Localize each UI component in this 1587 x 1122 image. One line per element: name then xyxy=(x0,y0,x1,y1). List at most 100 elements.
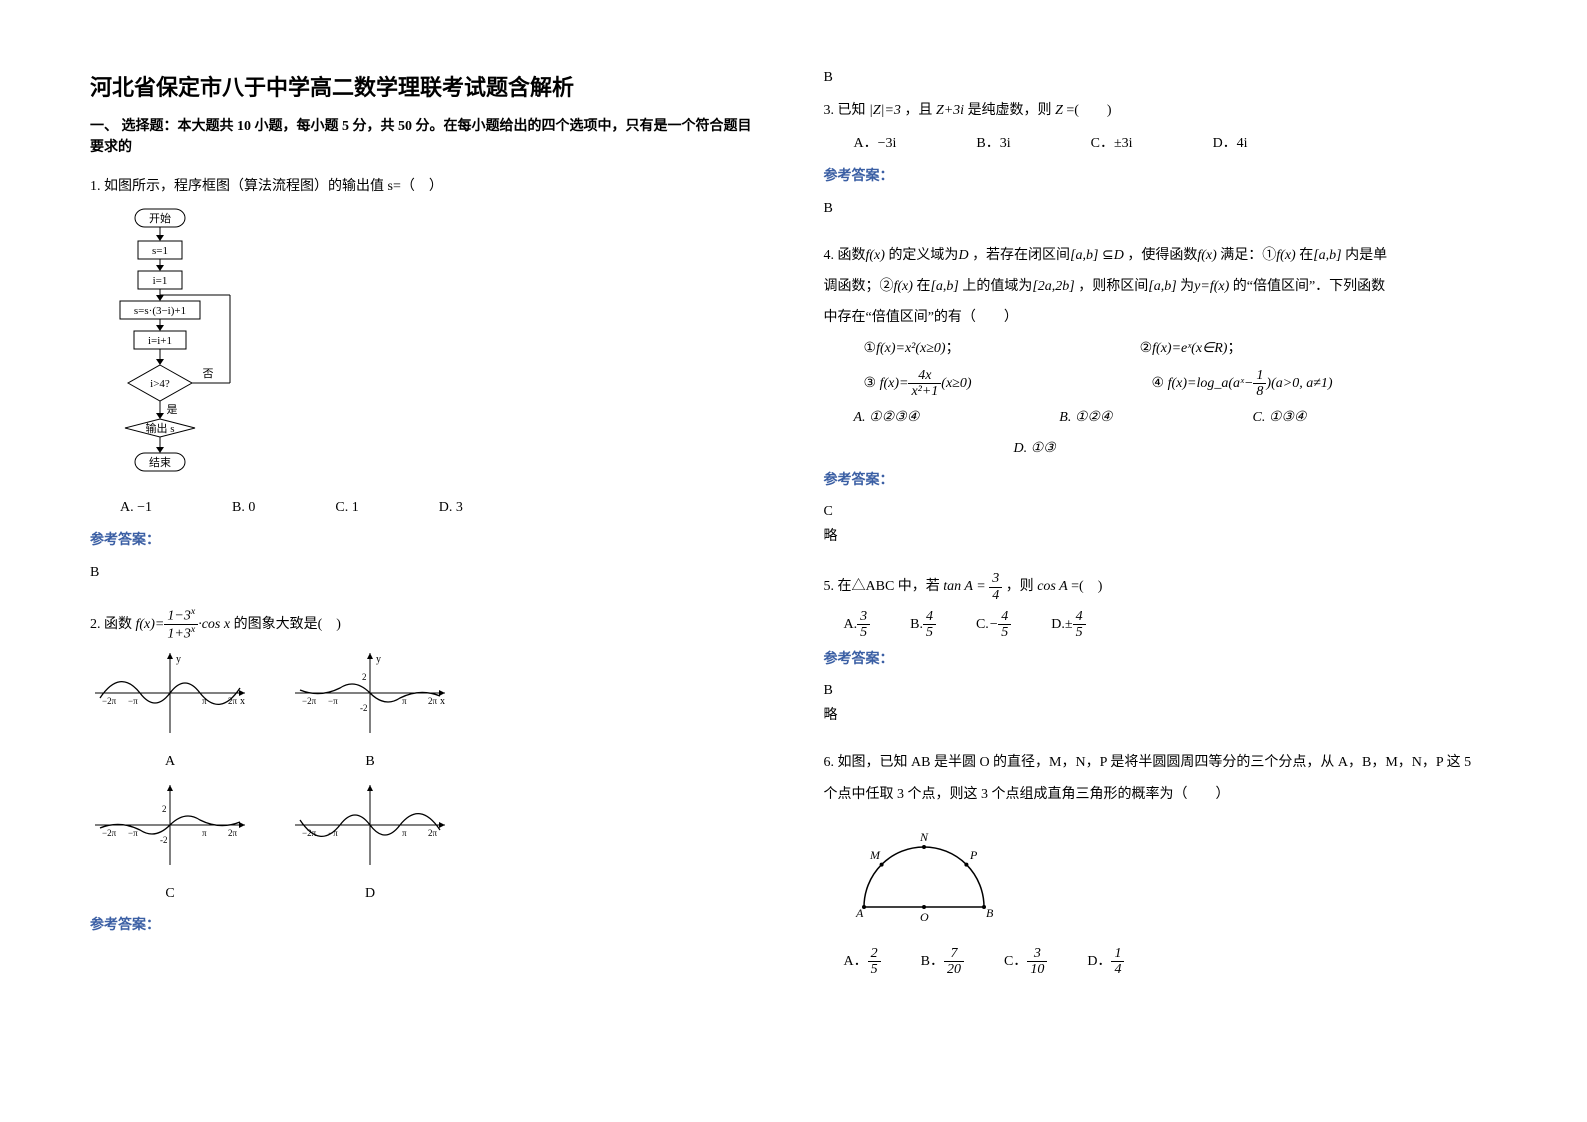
svg-text:N: N xyxy=(919,830,929,844)
q1-answer-label: 参考答案： xyxy=(90,528,764,553)
q1-opt-d: D. 3 xyxy=(439,495,463,520)
svg-text:2π: 2π xyxy=(428,828,438,838)
q2-text: 2. 函数 f(x)=1−3x1+3x·cos x 的图象大致是( ) xyxy=(90,607,764,642)
question-2: 2. 函数 f(x)=1−3x1+3x·cos x 的图象大致是( ) y x −… xyxy=(90,607,764,944)
svg-text:y: y xyxy=(176,654,181,665)
q1-opt-b: B. 0 xyxy=(232,495,255,520)
q2-graph-d: −π−2π π2π D xyxy=(290,780,450,906)
q4-o3: ③ f(x)=4xx²+1(x≥0) xyxy=(864,368,972,400)
q1-options: A. −1 B. 0 C. 1 D. 3 xyxy=(120,495,764,520)
svg-text:i=i+1: i=i+1 xyxy=(148,335,172,347)
q4-options: A. ①②③④ B. ①②④ C. ①③④ xyxy=(854,405,1498,430)
q5-text: 5. 在△ABC 中，若 tan A = 34 ，则 cos A =( ) xyxy=(824,571,1498,603)
question-6: 6. 如图，已知 AB 是半圆 O 的直径，M，N，P 是将半圆圆周四等分的三个… xyxy=(824,750,1498,983)
svg-text:-2: -2 xyxy=(160,835,168,845)
svg-text:π: π xyxy=(402,828,407,838)
q4-o2: ②f(x)=eˣ(x∈R)； xyxy=(1140,336,1242,361)
q5-answer-label: 参考答案： xyxy=(824,647,1498,672)
svg-text:否: 否 xyxy=(203,368,214,380)
page-title: 河北省保定市八于中学高二数学理联考试题含解析 xyxy=(90,70,764,102)
q4-subopts-row2: ③ f(x)=4xx²+1(x≥0) ④ f(x)=log_a(aˣ−18)(a… xyxy=(864,368,1498,400)
q2-graph-b: yx 2-2 −π−2π π2π B xyxy=(290,648,450,774)
q5-opt-b: B.45 xyxy=(910,609,936,641)
svg-text:A: A xyxy=(855,906,864,920)
q5-opt-d: D.±45 xyxy=(1051,609,1085,641)
svg-text:−2π: −2π xyxy=(302,828,317,838)
svg-text:−2π: −2π xyxy=(102,828,117,838)
q2-graphs-row1: yx −π−2π π2π A yx 2-2 −π−2π π2π B xyxy=(90,648,764,774)
svg-text:−2π: −2π xyxy=(302,696,317,706)
q3-opt-a: A．−3i xyxy=(854,131,897,156)
svg-text:2π: 2π xyxy=(228,828,238,838)
q3-text: 3. 已知 |Z|=3 ，且 Z+3i 是纯虚数，则 Z =( ) xyxy=(824,98,1498,123)
q4-opt-a: A. ①②③④ xyxy=(854,405,920,430)
svg-text:输出 s: 输出 s xyxy=(145,421,174,435)
q2-label-d: D xyxy=(290,881,450,906)
q6-line1: 6. 如图，已知 AB 是半圆 O 的直径，M，N，P 是将半圆圆周四等分的三个… xyxy=(824,750,1498,775)
q6-opt-c: C．310 xyxy=(1004,946,1047,978)
q4-o4: ④ f(x)=log_a(aˣ−18)(a>0, a≠1) xyxy=(1152,368,1333,400)
q4-answer-label: 参考答案： xyxy=(824,468,1498,493)
q4-line3: 中存在“倍值区间”的有（ ） xyxy=(824,305,1498,330)
svg-text:i>4?: i>4? xyxy=(150,378,170,390)
q3-answer: B xyxy=(824,196,1498,221)
q2-graph-c: 2-2 −π−2π π2π C xyxy=(90,780,250,906)
svg-text:y: y xyxy=(376,654,381,665)
q4-opt-d: D. ①③ xyxy=(1014,436,1498,461)
q4-subopts-row1: ①f(x)=x²(x≥0)； ②f(x)=eˣ(x∈R)； xyxy=(864,336,1498,361)
svg-text:i=1: i=1 xyxy=(153,275,168,287)
svg-text:π: π xyxy=(402,696,407,706)
q2-answer-label: 参考答案： xyxy=(90,913,764,938)
section-heading: 一、 选择题：本大题共 10 小题，每小题 5 分，共 50 分。在每小题给出的… xyxy=(90,116,764,158)
q2-label-c: C xyxy=(90,881,250,906)
svg-text:结束: 结束 xyxy=(149,456,171,469)
q2-answer: B xyxy=(824,70,1498,86)
svg-text:−2π: −2π xyxy=(102,696,117,706)
q2-formula: f(x)=1−3x1+3x·cos x xyxy=(136,617,234,632)
svg-text:B: B xyxy=(986,906,994,920)
q3-answer-label: 参考答案： xyxy=(824,164,1498,189)
q6-opt-a: A．25 xyxy=(844,946,881,978)
q4-o1: ①f(x)=x²(x≥0)； xyxy=(864,336,960,361)
q6-line2: 个点中任取 3 个点，则这 3 个点组成直角三角形的概率为（ ） xyxy=(824,782,1498,807)
q3-opt-d: D．4i xyxy=(1213,131,1248,156)
q2-graph-a: yx −π−2π π2π A xyxy=(90,648,250,774)
q5-options: A.35 B.45 C.−45 D.±45 xyxy=(844,609,1498,641)
left-column: 河北省保定市八于中学高二数学理联考试题含解析 一、 选择题：本大题共 10 小题… xyxy=(90,70,764,1052)
q4-opt-b: B. ①②④ xyxy=(1059,405,1112,430)
q1-answer: B xyxy=(90,560,764,585)
svg-text:是: 是 xyxy=(167,403,178,416)
q2-label-b: B xyxy=(290,749,450,774)
svg-text:s=1: s=1 xyxy=(152,245,168,257)
svg-text:2: 2 xyxy=(162,804,167,814)
q4-opt-c: C. ①③④ xyxy=(1252,405,1306,430)
q4-brief: 略 xyxy=(824,524,1498,549)
svg-text:P: P xyxy=(969,848,978,862)
q6-figure: A B O M N P xyxy=(844,817,1498,936)
q2-label-a: A xyxy=(90,749,250,774)
svg-text:s=s·(3−i)+1: s=s·(3−i)+1 xyxy=(134,305,186,317)
svg-text:O: O xyxy=(920,910,929,924)
q5-answer: B xyxy=(824,678,1498,703)
svg-text:π: π xyxy=(202,828,207,838)
q4-answer: C xyxy=(824,499,1498,524)
q6-opt-d: D．14 xyxy=(1087,946,1124,978)
q1-opt-c: C. 1 xyxy=(335,495,358,520)
q1-flowchart: 开始 s=1 i=1 s=s·(3−i)+1 i=i+1 i>4? xyxy=(100,207,764,487)
svg-text:x: x xyxy=(240,696,245,707)
q4-line2: 调函数；②f(x) 在[a,b] 上的值域为[2a,2b] ，则称区间[a,b]… xyxy=(824,274,1498,299)
svg-text:-2: -2 xyxy=(360,703,368,713)
q3-opt-c: C．±3i xyxy=(1091,131,1133,156)
q1-text: 1. 如图所示，程序框图（算法流程图）的输出值 s=（ ） xyxy=(90,174,764,199)
q5-opt-c: C.−45 xyxy=(976,609,1011,641)
question-4: 4. 函数f(x) 的定义域为D ，若存在闭区间[a,b] ⊆D ，使得函数f(… xyxy=(824,243,1498,561)
right-column: B 3. 已知 |Z|=3 ，且 Z+3i 是纯虚数，则 Z =( ) A．−3… xyxy=(824,70,1498,1052)
q2-graphs-row2: 2-2 −π−2π π2π C −π−2π π2π D xyxy=(90,780,764,906)
question-5: 5. 在△ABC 中，若 tan A = 34 ，则 cos A =( ) A.… xyxy=(824,571,1498,740)
svg-text:x: x xyxy=(440,696,445,707)
question-3: 3. 已知 |Z|=3 ，且 Z+3i 是纯虚数，则 Z =( ) A．−3i … xyxy=(824,98,1498,233)
svg-text:开始: 开始 xyxy=(149,211,171,225)
q1-opt-a: A. −1 xyxy=(120,495,152,520)
question-1: 1. 如图所示，程序框图（算法流程图）的输出值 s=（ ） 开始 s=1 i=1… xyxy=(90,174,764,597)
svg-text:2π: 2π xyxy=(428,696,438,706)
